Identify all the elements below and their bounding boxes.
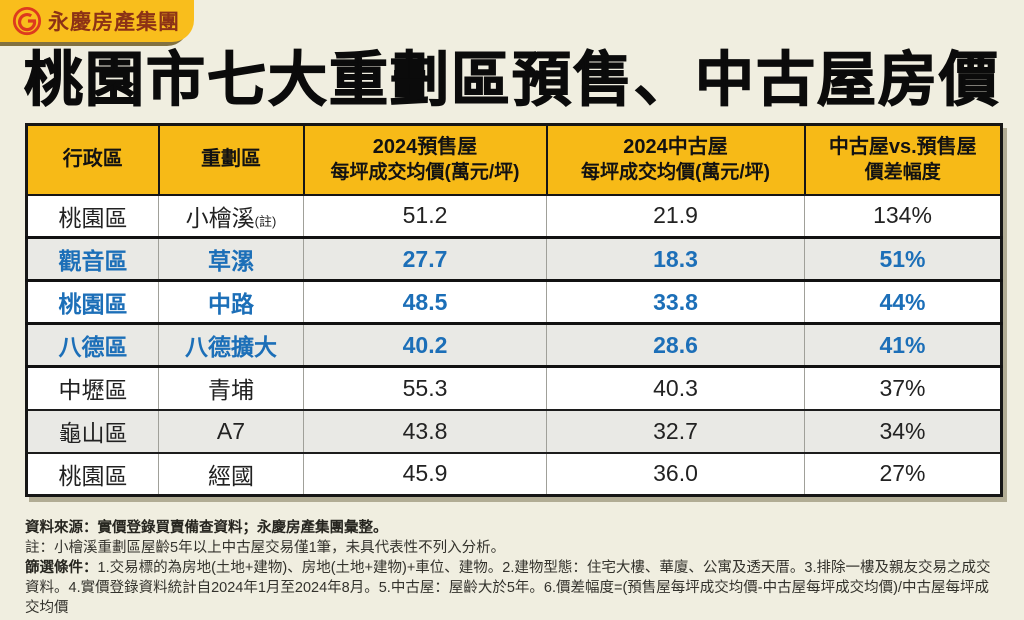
cell-gap: 51%	[804, 236, 1002, 281]
cell-gap: 41%	[804, 322, 1002, 367]
footnote-note: 註：小檜溪重劃區屋齡5年以上中古屋交易僅1筆，未具代表性不列入分析。	[25, 540, 506, 556]
cell-existing: 33.8	[546, 279, 805, 324]
table-header: 行政區 重劃區 2024預售屋 每坪成交均價(萬元/坪) 2024中古屋 每坪成交均…	[25, 123, 1003, 196]
cell-district: 八德區	[26, 322, 159, 367]
cell-presale: 55.3	[303, 365, 547, 410]
cell-zone: 青埔	[158, 365, 304, 410]
col-header-price-gap: 中古屋vs.預售屋 價差幅度	[803, 123, 1003, 196]
brand-name: 永慶房產集團	[48, 11, 180, 34]
footnote-criteria: 篩選條件：1.交易標的為房地(土地+建物)、房地(土地+建物)+車位、建物。2.…	[25, 560, 991, 616]
cell-zone: A7	[158, 408, 304, 453]
table-row-bade-highlighted: 八德區 八德擴大 40.2 28.6 41%	[26, 322, 1002, 367]
cell-gap: 34%	[804, 408, 1002, 453]
cell-district: 中壢區	[26, 365, 159, 410]
cell-gap: 27%	[804, 451, 1002, 496]
col-header-existing-price: 2024中古屋 每坪成交均價(萬元/坪)	[545, 123, 806, 196]
table-row-xiaokuaixi: 桃園區 小檜溪(註) 51.2 21.9 134%	[26, 193, 1002, 238]
table-row-qingpu: 中壢區 青埔 55.3 40.3 37%	[26, 365, 1002, 410]
cell-presale: 27.7	[303, 236, 547, 281]
cell-existing: 28.6	[546, 322, 805, 367]
cell-zone: 中路	[158, 279, 304, 324]
cell-presale: 43.8	[303, 408, 547, 453]
cell-presale: 48.5	[303, 279, 547, 324]
cell-presale: 45.9	[303, 451, 547, 496]
footnotes: 資料來源：實價登錄買賣備查資料；永慶房產集團彙整。 註：小檜溪重劃區屋齡5年以上…	[25, 518, 1003, 618]
cell-district: 桃園區	[26, 451, 159, 496]
cell-gap: 134%	[804, 193, 1002, 238]
cell-district: 觀音區	[26, 236, 159, 281]
cell-presale: 40.2	[303, 322, 547, 367]
cell-zone: 草漯	[158, 236, 304, 281]
page-title: 桃園市七大重劃區預售、中古屋房價	[23, 46, 1000, 113]
table-row-caota-highlighted: 觀音區 草漯 27.7 18.3 51%	[26, 236, 1002, 281]
cell-presale: 51.2	[303, 193, 547, 238]
brand-badge: 永慶房產集團	[0, 0, 194, 42]
cell-zone: 八德擴大	[158, 322, 304, 367]
yungching-logo-icon	[12, 6, 42, 36]
cell-existing: 21.9	[546, 193, 805, 238]
table-row-zhonglu-highlighted: 桃園區 中路 48.5 33.8 44%	[26, 279, 1002, 324]
note-marker: (註)	[254, 213, 277, 229]
price-table: 行政區 重劃區 2024預售屋 每坪成交均價(萬元/坪) 2024中古屋 每坪成交均…	[25, 123, 1003, 497]
col-header-zone: 重劃區	[157, 123, 305, 196]
cell-existing: 40.3	[546, 365, 805, 410]
cell-existing: 32.7	[546, 408, 805, 453]
col-header-district: 行政區	[25, 123, 160, 196]
cell-gap: 37%	[804, 365, 1002, 410]
cell-existing: 18.3	[546, 236, 805, 281]
table-row-jingguo: 桃園區 經國 45.9 36.0 27%	[26, 451, 1002, 496]
footnote-source: 資料來源：實價登錄買賣備查資料；永慶房產集團彙整。	[25, 520, 388, 536]
cell-district: 桃園區	[26, 193, 159, 238]
cell-district: 龜山區	[26, 408, 159, 453]
cell-district: 桃園區	[26, 279, 159, 324]
cell-existing: 36.0	[546, 451, 805, 496]
cell-zone: 經國	[158, 451, 304, 496]
cell-zone: 小檜溪(註)	[158, 193, 304, 238]
table-row-a7: 龜山區 A7 43.8 32.7 34%	[26, 408, 1002, 453]
col-header-presale-price: 2024預售屋 每坪成交均價(萬元/坪)	[302, 123, 548, 196]
cell-gap: 44%	[804, 279, 1002, 324]
